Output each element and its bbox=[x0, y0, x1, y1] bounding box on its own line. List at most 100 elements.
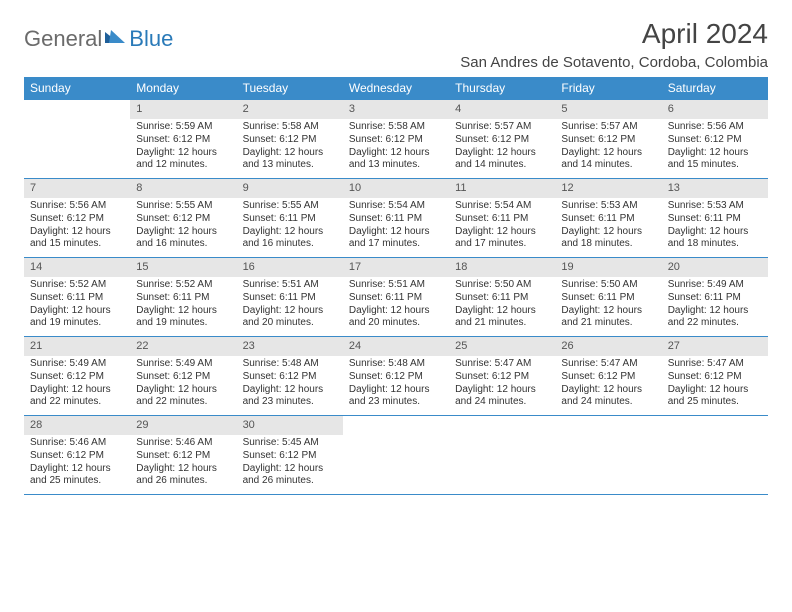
day-cell bbox=[343, 416, 449, 494]
day-body: Sunrise: 5:50 AMSunset: 6:11 PMDaylight:… bbox=[449, 279, 555, 330]
day-cell: 8Sunrise: 5:55 AMSunset: 6:12 PMDaylight… bbox=[130, 179, 236, 257]
sunset-text: Sunset: 6:12 PM bbox=[243, 134, 337, 147]
day-body: Sunrise: 5:46 AMSunset: 6:12 PMDaylight:… bbox=[24, 437, 130, 488]
day-body: Sunrise: 5:53 AMSunset: 6:11 PMDaylight:… bbox=[555, 200, 661, 251]
sunset-text: Sunset: 6:11 PM bbox=[243, 292, 337, 305]
triangle-icon bbox=[105, 27, 125, 48]
day-body: Sunrise: 5:52 AMSunset: 6:11 PMDaylight:… bbox=[24, 279, 130, 330]
day-cell: 25Sunrise: 5:47 AMSunset: 6:12 PMDayligh… bbox=[449, 337, 555, 415]
daylight-text: Daylight: 12 hours and 22 minutes. bbox=[30, 384, 124, 410]
day-number: 27 bbox=[662, 337, 768, 356]
logo-text-general: General bbox=[24, 26, 102, 52]
daylight-text: Daylight: 12 hours and 25 minutes. bbox=[30, 463, 124, 489]
day-cell: 6Sunrise: 5:56 AMSunset: 6:12 PMDaylight… bbox=[662, 100, 768, 178]
day-body: Sunrise: 5:45 AMSunset: 6:12 PMDaylight:… bbox=[237, 437, 343, 488]
sunrise-text: Sunrise: 5:49 AM bbox=[136, 358, 230, 371]
day-body: Sunrise: 5:47 AMSunset: 6:12 PMDaylight:… bbox=[449, 358, 555, 409]
sunrise-text: Sunrise: 5:47 AM bbox=[668, 358, 762, 371]
day-number: 18 bbox=[449, 258, 555, 277]
daylight-text: Daylight: 12 hours and 18 minutes. bbox=[561, 226, 655, 252]
sunrise-text: Sunrise: 5:56 AM bbox=[668, 121, 762, 134]
sunset-text: Sunset: 6:12 PM bbox=[668, 134, 762, 147]
dayname-saturday: Saturday bbox=[662, 77, 768, 100]
sunset-text: Sunset: 6:12 PM bbox=[561, 134, 655, 147]
daylight-text: Daylight: 12 hours and 18 minutes. bbox=[668, 226, 762, 252]
day-cell: 4Sunrise: 5:57 AMSunset: 6:12 PMDaylight… bbox=[449, 100, 555, 178]
daylight-text: Daylight: 12 hours and 19 minutes. bbox=[30, 305, 124, 331]
dayname-thursday: Thursday bbox=[449, 77, 555, 100]
day-body: Sunrise: 5:47 AMSunset: 6:12 PMDaylight:… bbox=[555, 358, 661, 409]
daylight-text: Daylight: 12 hours and 17 minutes. bbox=[455, 226, 549, 252]
day-number: 15 bbox=[130, 258, 236, 277]
title-block: April 2024 San Andres de Sotavento, Cord… bbox=[460, 18, 768, 71]
day-number: 26 bbox=[555, 337, 661, 356]
day-number: 19 bbox=[555, 258, 661, 277]
day-number: 21 bbox=[24, 337, 130, 356]
day-number: 4 bbox=[449, 100, 555, 119]
sunrise-text: Sunrise: 5:55 AM bbox=[243, 200, 337, 213]
day-cell: 13Sunrise: 5:53 AMSunset: 6:11 PMDayligh… bbox=[662, 179, 768, 257]
day-cell bbox=[24, 100, 130, 178]
sunset-text: Sunset: 6:11 PM bbox=[668, 292, 762, 305]
day-body: Sunrise: 5:59 AMSunset: 6:12 PMDaylight:… bbox=[130, 121, 236, 172]
day-body: Sunrise: 5:51 AMSunset: 6:11 PMDaylight:… bbox=[237, 279, 343, 330]
sunset-text: Sunset: 6:12 PM bbox=[243, 371, 337, 384]
day-cell: 29Sunrise: 5:46 AMSunset: 6:12 PMDayligh… bbox=[130, 416, 236, 494]
page-title: April 2024 bbox=[460, 18, 768, 50]
sunrise-text: Sunrise: 5:47 AM bbox=[455, 358, 549, 371]
day-cell: 14 Sunrise: 5:52 AMSunset: 6:11 PMDayligh… bbox=[24, 258, 130, 336]
dayname-friday: Friday bbox=[555, 77, 661, 100]
day-cell: 10Sunrise: 5:54 AMSunset: 6:11 PMDayligh… bbox=[343, 179, 449, 257]
day-cell: 18 Sunrise: 5:50 AMSunset: 6:11 PMDayligh… bbox=[449, 258, 555, 336]
daylight-text: Daylight: 12 hours and 25 minutes. bbox=[668, 384, 762, 410]
sunset-text: Sunset: 6:11 PM bbox=[349, 292, 443, 305]
sunrise-text: Sunrise: 5:54 AM bbox=[349, 200, 443, 213]
daylight-text: Daylight: 12 hours and 15 minutes. bbox=[30, 226, 124, 252]
day-cell: 3Sunrise: 5:58 AMSunset: 6:12 PMDaylight… bbox=[343, 100, 449, 178]
sunrise-text: Sunrise: 5:57 AM bbox=[561, 121, 655, 134]
day-cell: 12Sunrise: 5:53 AMSunset: 6:11 PMDayligh… bbox=[555, 179, 661, 257]
sunset-text: Sunset: 6:12 PM bbox=[349, 371, 443, 384]
week-row: 14Sunrise: 5:52 AMSunset: 6:11 PMDayligh… bbox=[24, 258, 768, 337]
daylight-text: Daylight: 12 hours and 13 minutes. bbox=[243, 147, 337, 173]
daylight-text: Daylight: 12 hours and 22 minutes. bbox=[668, 305, 762, 331]
day-cell: 2Sunrise: 5:58 AMSunset: 6:12 PMDaylight… bbox=[237, 100, 343, 178]
day-number: 23 bbox=[237, 337, 343, 356]
sunrise-text: Sunrise: 5:52 AM bbox=[30, 279, 124, 292]
day-body: Sunrise: 5:52 AMSunset: 6:11 PMDaylight:… bbox=[130, 279, 236, 330]
logo-text-blue: Blue bbox=[129, 26, 173, 52]
sunset-text: Sunset: 6:11 PM bbox=[561, 292, 655, 305]
daylight-text: Daylight: 12 hours and 24 minutes. bbox=[561, 384, 655, 410]
daylight-text: Daylight: 12 hours and 12 minutes. bbox=[136, 147, 230, 173]
sunset-text: Sunset: 6:11 PM bbox=[561, 213, 655, 226]
day-cell: 9Sunrise: 5:55 AMSunset: 6:11 PMDaylight… bbox=[237, 179, 343, 257]
sunset-text: Sunset: 6:11 PM bbox=[455, 292, 549, 305]
daylight-text: Daylight: 12 hours and 13 minutes. bbox=[349, 147, 443, 173]
day-body: Sunrise: 5:49 AMSunset: 6:12 PMDaylight:… bbox=[24, 358, 130, 409]
sunrise-text: Sunrise: 5:48 AM bbox=[243, 358, 337, 371]
sunset-text: Sunset: 6:12 PM bbox=[136, 450, 230, 463]
daylight-text: Daylight: 12 hours and 22 minutes. bbox=[136, 384, 230, 410]
daylight-text: Daylight: 12 hours and 19 minutes. bbox=[136, 305, 230, 331]
sunrise-text: Sunrise: 5:54 AM bbox=[455, 200, 549, 213]
day-cell: 26 Sunrise: 5:47 AMSunset: 6:12 PMDayligh… bbox=[555, 337, 661, 415]
day-body: Sunrise: 5:49 AMSunset: 6:12 PMDaylight:… bbox=[130, 358, 236, 409]
sunset-text: Sunset: 6:12 PM bbox=[136, 371, 230, 384]
day-number: 10 bbox=[343, 179, 449, 198]
sunrise-text: Sunrise: 5:59 AM bbox=[136, 121, 230, 134]
day-cell: 23Sunrise: 5:48 AMSunset: 6:12 PMDayligh… bbox=[237, 337, 343, 415]
dayname-tuesday: Tuesday bbox=[237, 77, 343, 100]
day-cell: 15 Sunrise: 5:52 AMSunset: 6:11 PMDayligh… bbox=[130, 258, 236, 336]
daylight-text: Daylight: 12 hours and 14 minutes. bbox=[455, 147, 549, 173]
sunset-text: Sunset: 6:11 PM bbox=[668, 213, 762, 226]
day-body: Sunrise: 5:51 AMSunset: 6:11 PMDaylight:… bbox=[343, 279, 449, 330]
sunset-text: Sunset: 6:12 PM bbox=[30, 213, 124, 226]
day-number: 14 bbox=[24, 258, 130, 277]
day-number: 20 bbox=[662, 258, 768, 277]
day-number: 6 bbox=[662, 100, 768, 119]
day-cell: 5Sunrise: 5:57 AMSunset: 6:12 PMDaylight… bbox=[555, 100, 661, 178]
day-cell: 17Sunrise: 5:51 AMSunset: 6:11 PMDayligh… bbox=[343, 258, 449, 336]
week-row: 21Sunrise: 5:49 AMSunset: 6:12 PMDayligh… bbox=[24, 337, 768, 416]
day-body: Sunrise: 5:48 AMSunset: 6:12 PMDaylight:… bbox=[343, 358, 449, 409]
daylight-text: Daylight: 12 hours and 20 minutes. bbox=[349, 305, 443, 331]
